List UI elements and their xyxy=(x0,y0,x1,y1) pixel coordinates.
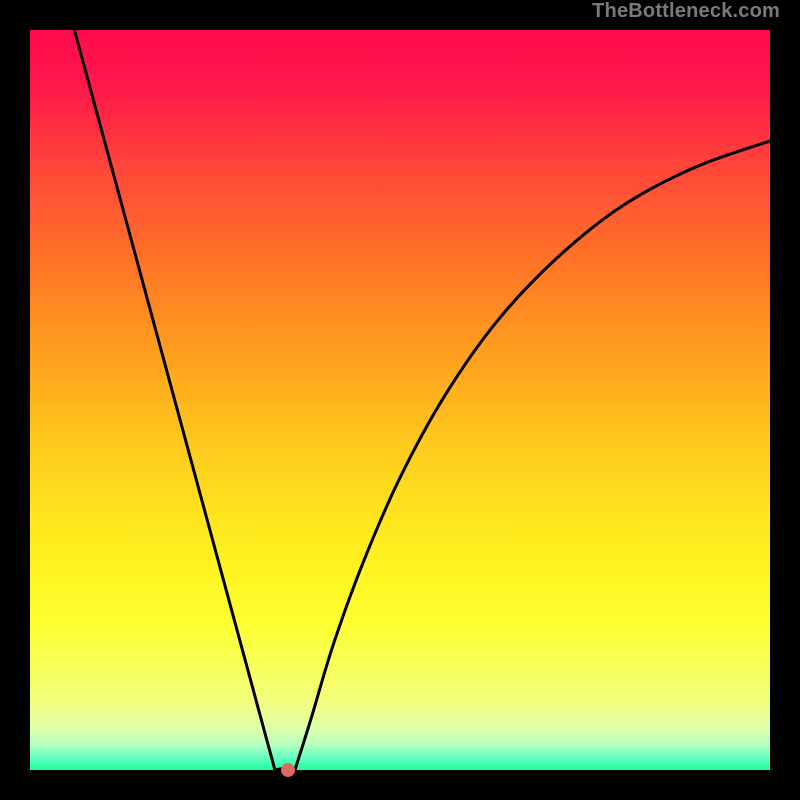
chart-frame: TheBottleneck.com xyxy=(0,0,800,800)
curve-svg xyxy=(30,30,770,770)
watermark-text: TheBottleneck.com xyxy=(592,0,780,23)
optimal-point-marker xyxy=(281,763,295,777)
bottleneck-curve xyxy=(74,30,770,770)
